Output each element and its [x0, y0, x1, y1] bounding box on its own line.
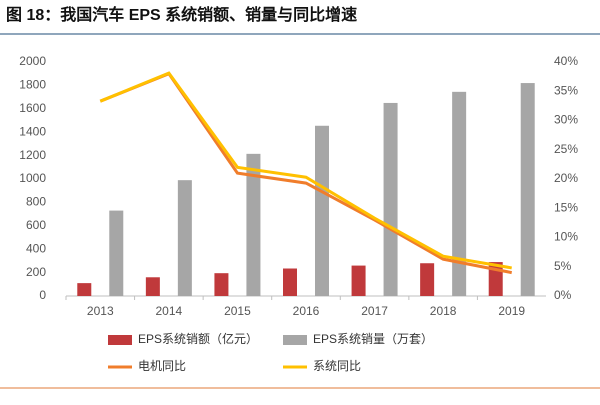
y2-tick-label: 15%	[554, 200, 578, 214]
x-tick-label: 2013	[87, 304, 114, 318]
y-tick-label: 1400	[19, 124, 46, 138]
bar	[246, 153, 261, 296]
y-tick-label: 1200	[19, 148, 46, 162]
bar	[283, 268, 297, 296]
bar	[420, 263, 435, 296]
bar	[383, 102, 398, 296]
y-tick-label: 600	[26, 218, 46, 232]
x-tick-label: 2016	[293, 304, 320, 318]
bar	[520, 83, 535, 296]
y2-tick-label: 10%	[554, 230, 578, 244]
y-tick-label: 1800	[19, 78, 46, 92]
bar	[452, 91, 467, 297]
bar	[315, 125, 329, 296]
legend-swatch	[108, 335, 132, 345]
legend-label: EPS系统销量（万套）	[313, 332, 433, 346]
y-tick-label: 200	[26, 265, 46, 279]
y2-tick-label: 20%	[554, 171, 578, 185]
line	[99, 71, 513, 275]
x-tick-label: 2018	[430, 304, 457, 318]
bar	[351, 265, 366, 296]
y-tick-label: 2000	[19, 54, 46, 68]
bar	[177, 180, 192, 296]
bar	[214, 273, 229, 296]
x-tick-label: 2017	[361, 304, 388, 318]
x-tick-label: 2014	[156, 304, 183, 318]
x-tick-label: 2019	[498, 304, 525, 318]
legend-label: EPS系统销额（亿元）	[138, 331, 258, 346]
line	[99, 71, 512, 270]
y-tick-label: 800	[26, 195, 46, 209]
y2-tick-label: 35%	[554, 83, 578, 97]
y-tick-label: 400	[26, 241, 46, 255]
legend-label: 电机同比	[138, 359, 186, 373]
legend-swatch	[283, 335, 307, 345]
y-tick-label: 1600	[19, 101, 46, 115]
bar	[145, 277, 160, 296]
bar	[109, 210, 124, 296]
y-tick-label: 1000	[19, 171, 46, 185]
y2-tick-label: 25%	[554, 142, 578, 156]
legend-label: 系统同比	[313, 359, 361, 373]
chart-title: 图 18：我国汽车 EPS 系统销额、销量与同比增速	[6, 5, 357, 24]
y2-tick-label: 40%	[554, 54, 578, 68]
y2-tick-label: 0%	[554, 288, 572, 302]
y2-tick-label: 30%	[554, 113, 578, 127]
x-tick-label: 2015	[224, 304, 251, 318]
y-tick-label: 0	[39, 288, 46, 302]
bar	[77, 283, 92, 296]
y2-tick-label: 5%	[554, 259, 572, 273]
